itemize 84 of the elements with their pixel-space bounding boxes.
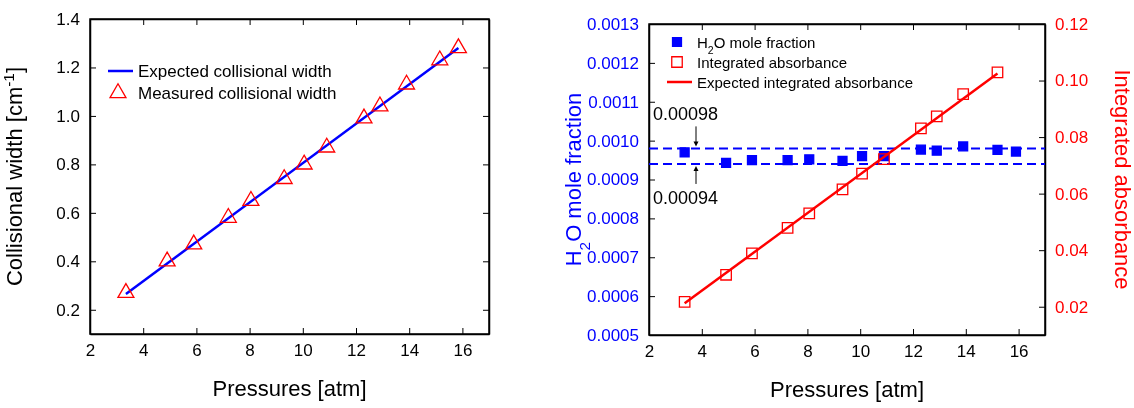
point (449, 38, 468, 54)
point (117, 282, 135, 299)
x-tick-label: 16 (1009, 342, 1029, 362)
y2-tick-label: 0.06 (1055, 184, 1089, 204)
point (679, 147, 690, 158)
point (931, 145, 942, 156)
point (930, 110, 943, 123)
ref-line-label: 0.00098 (653, 104, 719, 125)
point (219, 207, 237, 223)
x-tick-label: 8 (245, 341, 255, 361)
point (371, 96, 389, 112)
y-tick-label: 0.0010 (587, 131, 639, 151)
point (678, 296, 691, 308)
point (355, 108, 373, 124)
x-axis-title: Pressures [atm] (212, 376, 367, 401)
x-tick-label: 14 (956, 342, 976, 362)
y2-tick-label: 0.08 (1055, 128, 1089, 148)
legend-label: Expected collisional width (138, 62, 332, 81)
point (836, 183, 849, 196)
y-tick-label: 1.4 (56, 9, 80, 29)
y-tick-label: 0.0011 (588, 92, 639, 112)
point (275, 169, 293, 185)
legend-label: Expected integrated absorbance (697, 74, 913, 91)
point (746, 247, 758, 260)
point (856, 151, 868, 162)
y2-axis-title: Integrated absorbance (1110, 69, 1134, 290)
point (957, 88, 970, 101)
y-tick-label: 0.4 (56, 252, 80, 272)
point (782, 154, 793, 166)
point (856, 167, 868, 180)
y-tick-label: 0.8 (56, 155, 80, 175)
point (185, 234, 203, 250)
y2-tick-label: 0.02 (1055, 297, 1089, 317)
x-tick-label: 6 (192, 341, 202, 361)
point (1010, 146, 1022, 157)
point (958, 141, 969, 152)
point (242, 190, 260, 206)
point (397, 74, 416, 90)
x-tick-label: 14 (400, 341, 420, 361)
y-tick-label: 0.0005 (587, 325, 639, 345)
point (720, 157, 732, 168)
y2-tick-label: 0.10 (1055, 71, 1089, 91)
ref-line-label: 0.00094 (653, 187, 719, 208)
y-tick-label: 1.2 (56, 58, 80, 78)
y2-tick-label: 0.12 (1055, 14, 1089, 34)
x-tick-label: 4 (697, 342, 708, 362)
x-tick-label: 16 (453, 341, 473, 361)
legend-label: Integrated absorbance (697, 54, 848, 71)
point (431, 50, 449, 66)
y-tick-label: 0.0006 (587, 287, 639, 307)
x-tick-label: 2 (85, 341, 96, 361)
point (720, 268, 732, 281)
point (158, 251, 176, 267)
point (991, 66, 1004, 79)
point (915, 144, 927, 155)
point (295, 154, 313, 170)
point (992, 144, 1003, 156)
point (915, 122, 927, 135)
legend-label: Measured collisional width (138, 84, 337, 103)
point (804, 154, 815, 165)
point (781, 221, 794, 234)
y-tick-label: 0.6 (56, 203, 80, 223)
x-tick-label: 12 (904, 342, 923, 362)
point (746, 154, 758, 166)
point (837, 155, 848, 166)
x-tick-label: 12 (347, 341, 366, 361)
y-tick-label: 0.0013 (587, 14, 639, 34)
point (803, 207, 816, 220)
x-tick-label: 2 (644, 342, 655, 362)
y-tick-label: 0.0012 (587, 53, 639, 73)
y-tick-label: 1.0 (56, 106, 80, 126)
x-axis-title: Pressures [atm] (769, 377, 925, 402)
y2-tick-label: 0.04 (1055, 241, 1089, 261)
y-tick-label: 0.0008 (587, 209, 639, 229)
y-tick-label: 0.0009 (587, 170, 639, 190)
point (878, 153, 890, 166)
point (318, 137, 336, 153)
x-tick-label: 10 (851, 342, 871, 362)
x-tick-label: 4 (138, 341, 149, 361)
y-tick-label: 0.2 (56, 300, 80, 320)
x-tick-label: 6 (750, 342, 760, 362)
x-tick-label: 10 (293, 341, 313, 361)
x-tick-label: 8 (803, 342, 813, 362)
legend-label: H$_{2}$O mole fraction (697, 34, 816, 56)
